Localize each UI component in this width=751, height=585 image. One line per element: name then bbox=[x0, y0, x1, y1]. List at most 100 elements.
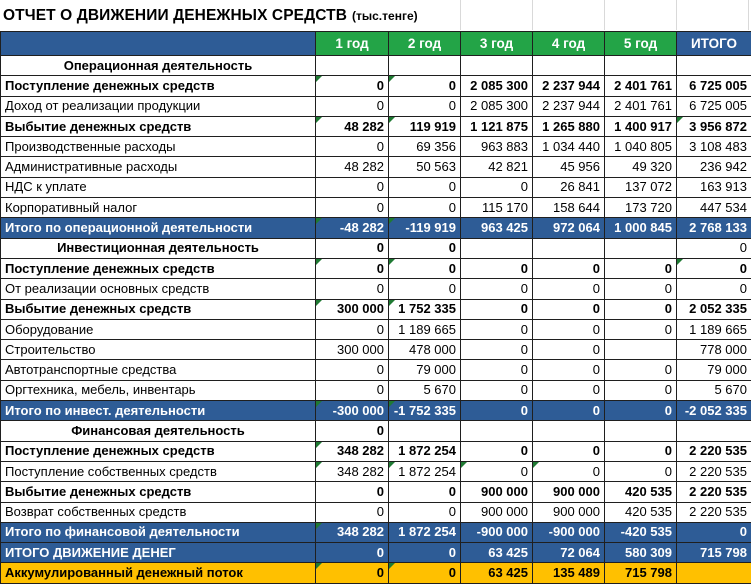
value-cell[interactable] bbox=[315, 54, 389, 77]
value-cell[interactable]: 3 956 872 bbox=[676, 115, 751, 138]
value-cell[interactable]: 1 034 440 bbox=[532, 136, 605, 158]
row-label-cell[interactable]: Строительство bbox=[0, 339, 316, 361]
value-cell[interactable]: -48 282 bbox=[315, 217, 389, 239]
value-cell[interactable] bbox=[532, 54, 605, 77]
value-cell[interactable]: 300 000 bbox=[315, 298, 389, 320]
value-cell[interactable]: 0 bbox=[315, 257, 389, 280]
column-header-year-5[interactable]: 5 год bbox=[604, 31, 677, 56]
value-cell[interactable] bbox=[532, 237, 605, 259]
value-cell[interactable]: 900 000 bbox=[532, 501, 605, 523]
value-cell[interactable]: 0 bbox=[532, 298, 605, 320]
value-cell[interactable]: 0 bbox=[676, 257, 751, 280]
value-cell[interactable]: 1 872 254 bbox=[388, 440, 461, 462]
value-cell[interactable]: 348 282 bbox=[315, 440, 389, 462]
value-cell[interactable]: 900 000 bbox=[532, 481, 605, 503]
corner-header-cell[interactable] bbox=[0, 31, 316, 56]
value-cell[interactable]: 0 bbox=[460, 318, 533, 341]
row-label-cell[interactable]: Аккумулированный денежный поток bbox=[0, 562, 316, 584]
value-cell[interactable]: 0 bbox=[532, 318, 605, 341]
value-cell[interactable]: 0 bbox=[388, 176, 461, 199]
value-cell[interactable]: 0 bbox=[315, 562, 389, 584]
value-cell[interactable]: 0 bbox=[676, 521, 751, 544]
value-cell[interactable]: 0 bbox=[532, 379, 605, 402]
row-label-cell[interactable]: Оборудование bbox=[0, 318, 316, 341]
row-label-cell[interactable]: Административные расходы bbox=[0, 156, 316, 178]
value-cell[interactable]: 420 535 bbox=[604, 481, 677, 503]
value-cell[interactable] bbox=[604, 420, 677, 442]
value-cell[interactable]: 0 bbox=[315, 237, 389, 259]
value-cell[interactable]: 119 919 bbox=[388, 115, 461, 138]
value-cell[interactable]: 715 798 bbox=[676, 542, 751, 564]
row-label-cell[interactable]: Оргтехника, мебель, инвентарь bbox=[0, 379, 316, 402]
value-cell[interactable] bbox=[604, 237, 677, 259]
column-header-year-2[interactable]: 2 год bbox=[388, 31, 461, 56]
value-cell[interactable] bbox=[532, 420, 605, 442]
value-cell[interactable]: 447 534 bbox=[676, 197, 751, 219]
value-cell[interactable]: 0 bbox=[388, 257, 461, 280]
value-cell[interactable]: -420 535 bbox=[604, 521, 677, 544]
value-cell[interactable]: 0 bbox=[315, 420, 389, 442]
row-label-cell[interactable]: Доход от реализации продукции bbox=[0, 95, 316, 117]
value-cell[interactable]: 69 356 bbox=[388, 136, 461, 158]
value-cell[interactable]: 0 bbox=[604, 278, 677, 300]
value-cell[interactable]: 2 220 535 bbox=[676, 481, 751, 503]
row-label-cell[interactable]: Поступление денежных средств bbox=[0, 75, 316, 97]
value-cell[interactable]: 50 563 bbox=[388, 156, 461, 178]
value-cell[interactable] bbox=[604, 339, 677, 361]
row-label-cell[interactable]: Итого по инвест. деятельности bbox=[0, 400, 316, 422]
value-cell[interactable]: 6 725 005 bbox=[676, 95, 751, 117]
value-cell[interactable] bbox=[388, 54, 461, 77]
row-label-cell[interactable]: Выбытие денежных средств bbox=[0, 298, 316, 320]
row-label-cell[interactable]: Итого по финансовой деятельности bbox=[0, 521, 316, 544]
value-cell[interactable]: 0 bbox=[315, 359, 389, 381]
value-cell[interactable]: 0 bbox=[604, 440, 677, 462]
value-cell[interactable]: 137 072 bbox=[604, 176, 677, 199]
value-cell[interactable]: 26 841 bbox=[532, 176, 605, 199]
value-cell[interactable] bbox=[676, 420, 751, 442]
value-cell[interactable]: 2 237 944 bbox=[532, 95, 605, 117]
value-cell[interactable]: 0 bbox=[604, 359, 677, 381]
value-cell[interactable]: 63 425 bbox=[460, 562, 533, 584]
value-cell[interactable]: 0 bbox=[460, 400, 533, 422]
value-cell[interactable]: 2 220 535 bbox=[676, 440, 751, 462]
value-cell[interactable]: -300 000 bbox=[315, 400, 389, 422]
value-cell[interactable]: 236 942 bbox=[676, 156, 751, 178]
value-cell[interactable] bbox=[604, 54, 677, 77]
value-cell[interactable]: 0 bbox=[315, 318, 389, 341]
value-cell[interactable]: 348 282 bbox=[315, 460, 389, 483]
value-cell[interactable]: 0 bbox=[460, 339, 533, 361]
value-cell[interactable]: 79 000 bbox=[676, 359, 751, 381]
value-cell[interactable]: 173 720 bbox=[604, 197, 677, 219]
value-cell[interactable]: 1 121 875 bbox=[460, 115, 533, 138]
value-cell[interactable]: -2 052 335 bbox=[676, 400, 751, 422]
column-header-year-1[interactable]: 1 год bbox=[315, 31, 389, 56]
row-label-cell[interactable]: Инвестиционная деятельность bbox=[0, 237, 316, 259]
value-cell[interactable]: 48 282 bbox=[315, 156, 389, 178]
value-cell[interactable]: 0 bbox=[604, 400, 677, 422]
value-cell[interactable]: 972 064 bbox=[532, 217, 605, 239]
value-cell[interactable]: 2 085 300 bbox=[460, 75, 533, 97]
value-cell[interactable] bbox=[388, 420, 461, 442]
value-cell[interactable]: 0 bbox=[388, 481, 461, 503]
value-cell[interactable]: 0 bbox=[388, 237, 461, 259]
row-label-cell[interactable]: Финансовая деятельность bbox=[0, 420, 316, 442]
value-cell[interactable]: 0 bbox=[532, 339, 605, 361]
row-label-cell[interactable]: Выбытие денежных средств bbox=[0, 115, 316, 138]
value-cell[interactable] bbox=[460, 420, 533, 442]
value-cell[interactable]: 0 bbox=[460, 460, 533, 483]
value-cell[interactable]: 478 000 bbox=[388, 339, 461, 361]
value-cell[interactable]: 0 bbox=[460, 278, 533, 300]
row-label-cell[interactable]: Операционная деятельность bbox=[0, 54, 316, 77]
row-label-cell[interactable]: Выбытие денежных средств bbox=[0, 481, 316, 503]
value-cell[interactable]: 0 bbox=[460, 379, 533, 402]
value-cell[interactable]: -1 752 335 bbox=[388, 400, 461, 422]
value-cell[interactable]: 1 400 917 bbox=[604, 115, 677, 138]
value-cell[interactable]: 2 768 133 bbox=[676, 217, 751, 239]
column-header-total[interactable]: ИТОГО bbox=[676, 31, 751, 56]
value-cell[interactable]: 1 189 665 bbox=[388, 318, 461, 341]
value-cell[interactable]: 163 913 bbox=[676, 176, 751, 199]
value-cell[interactable]: 0 bbox=[460, 440, 533, 462]
value-cell[interactable]: 0 bbox=[315, 278, 389, 300]
value-cell[interactable]: 0 bbox=[604, 379, 677, 402]
column-header-year-4[interactable]: 4 год bbox=[532, 31, 605, 56]
